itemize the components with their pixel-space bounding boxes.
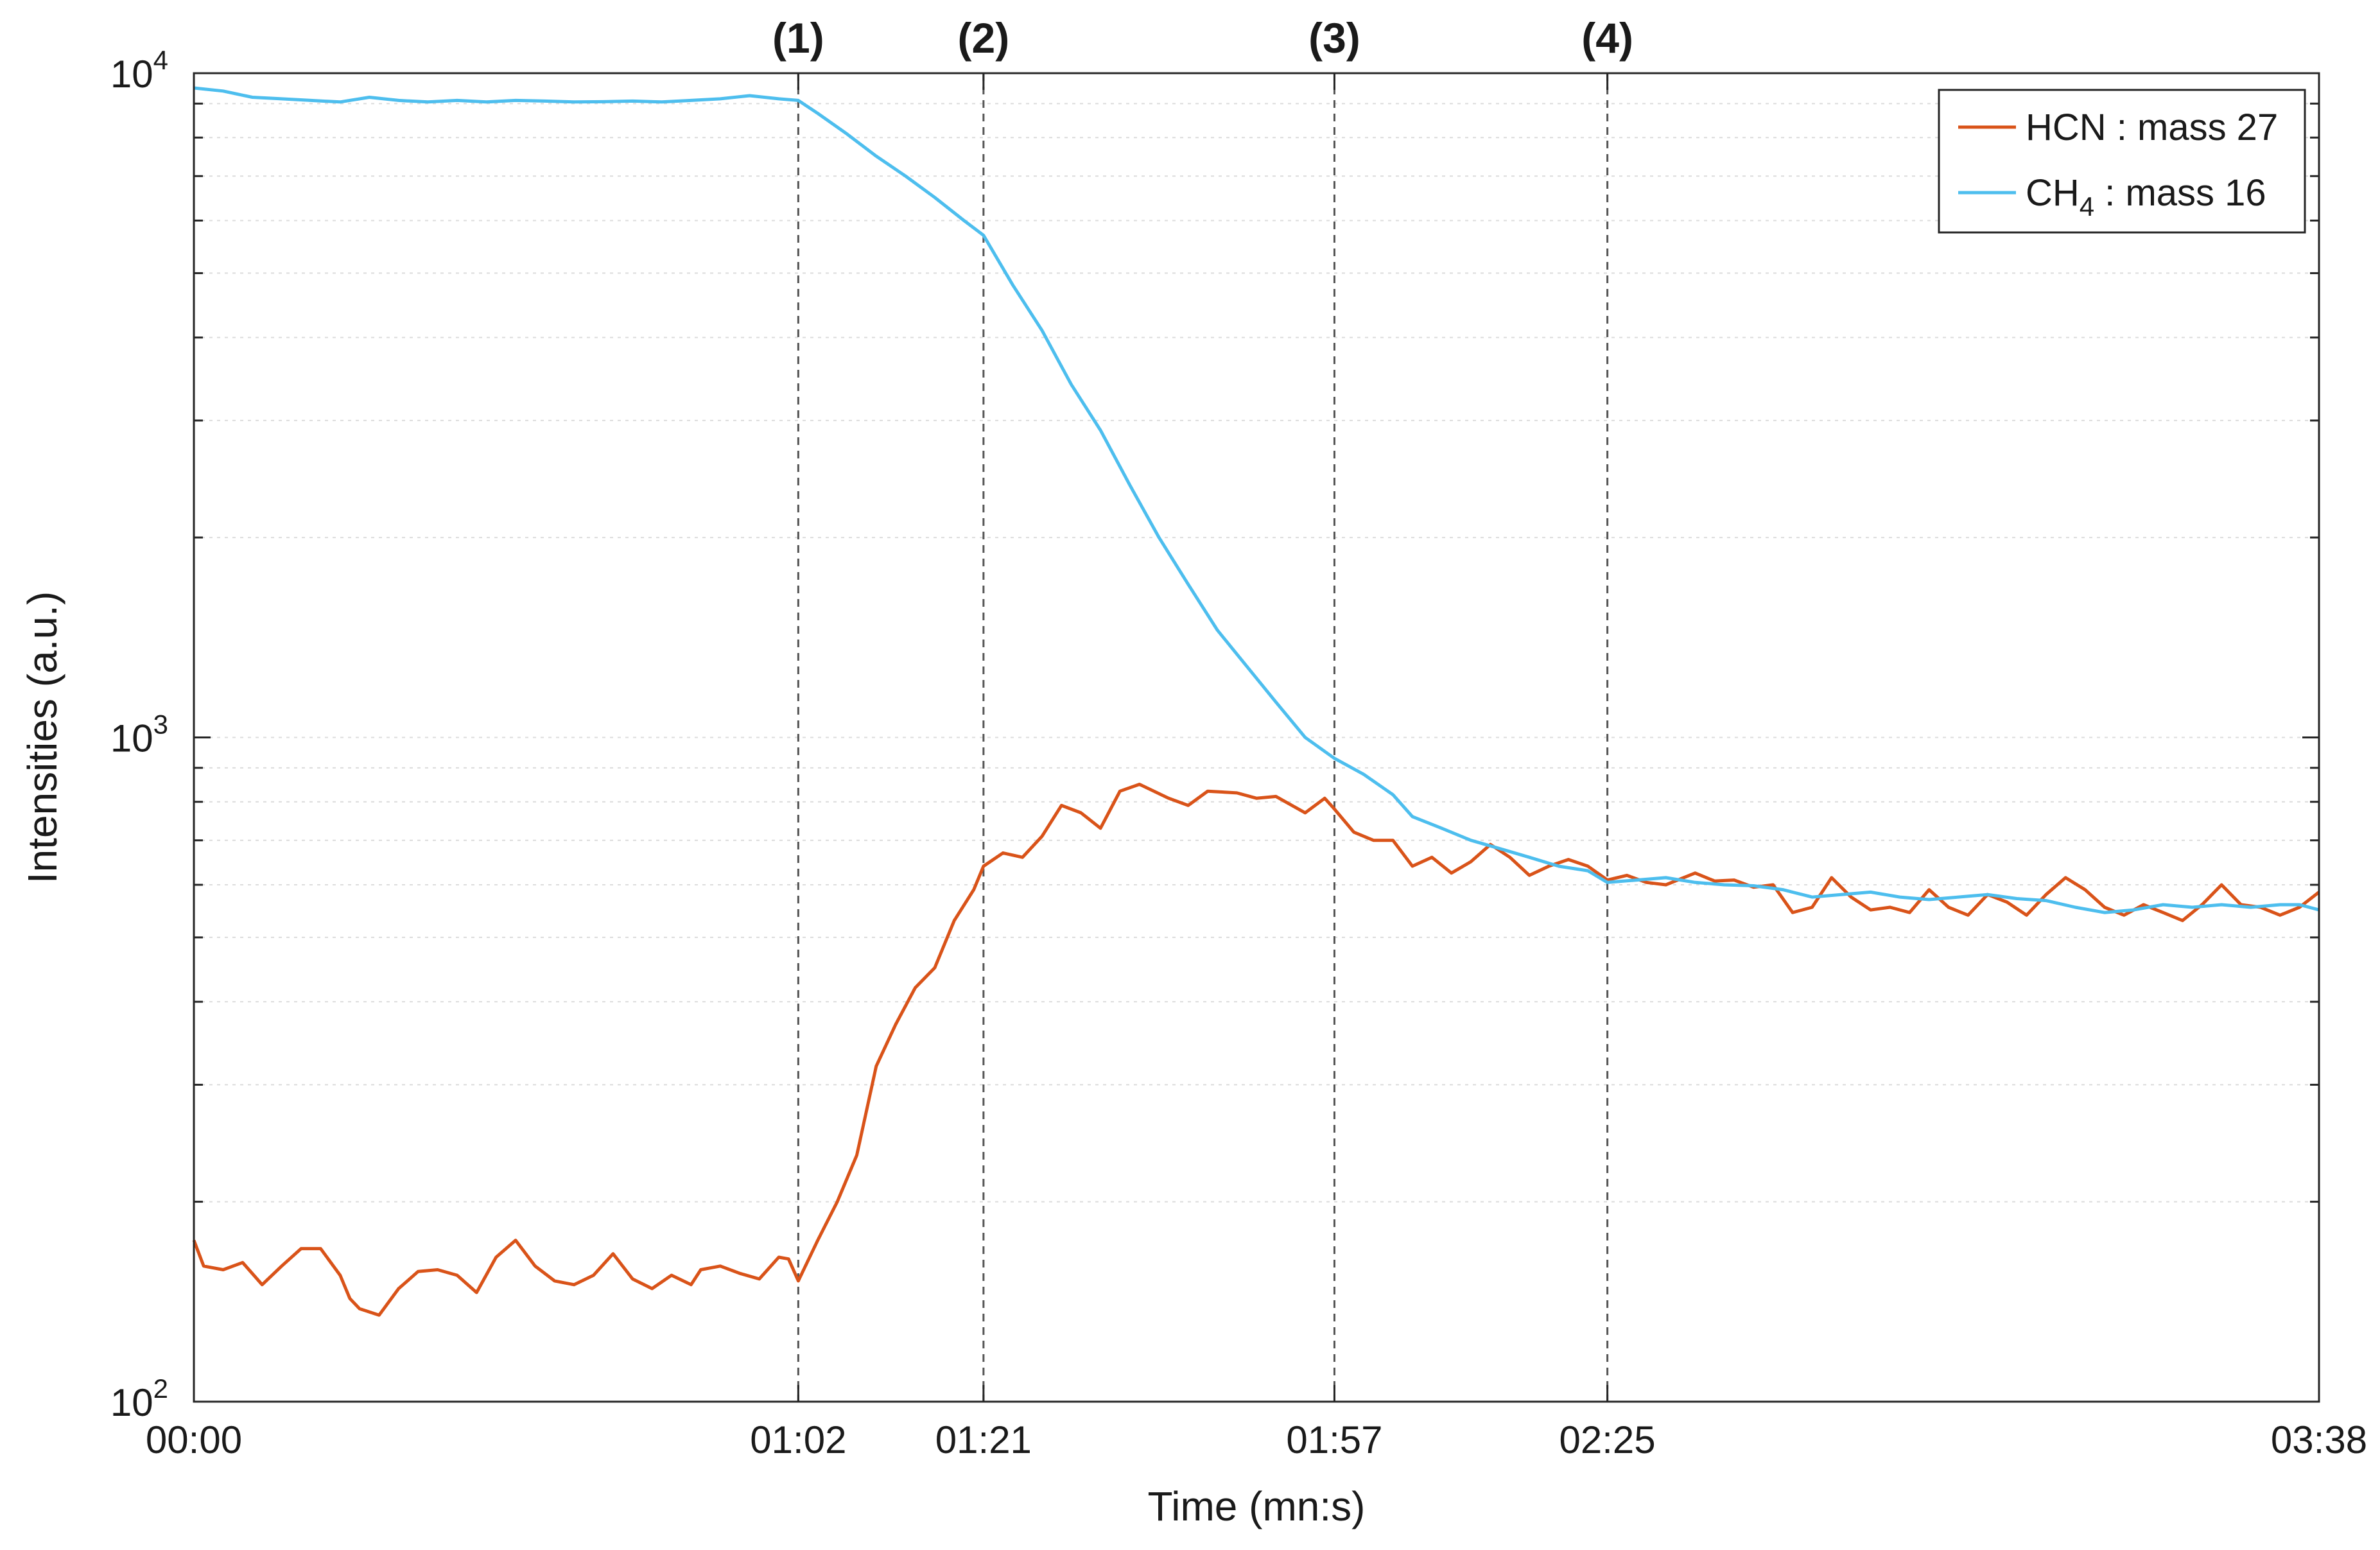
y-tick-label: 104 [110,45,168,96]
axis-labels: 102 103 104 00:00 01:02 01:21 01:57 02:25 03:38 [110,45,2367,1461]
event-label: (4) [1581,14,1633,62]
x-tick-label: 01:02 [750,1418,846,1461]
legend-box [1938,89,2306,234]
y-tick-label: 102 [110,1373,168,1424]
y-axis-title: Intensities (a.u.) [19,591,65,884]
x-axis-title: Time (mn:s) [1148,1483,1366,1529]
event-label: (1) [772,14,824,62]
legend: HCN : mass 27 CH4 : mass 16 [1938,89,2306,234]
x-tick-label: 01:21 [935,1418,1032,1461]
x-tick-label: 03:38 [2271,1418,2367,1461]
x-tick-label: 01:57 [1286,1418,1382,1461]
series-lines [192,86,2320,1317]
axis-ticks [193,73,2320,1402]
x-tick-label: 02:25 [1559,1418,1656,1461]
legend-label: HCN : mass 27 [2026,107,2278,148]
series-line [192,783,2320,1317]
series-line [193,86,2320,914]
x-tick-label: 00:00 [146,1418,242,1461]
legend-label: CH4 : mass 16 [2026,172,2266,222]
event-label: (3) [1308,14,1360,62]
event-markers: (1) (2) (3) (4) [772,14,1633,1402]
event-label: (2) [958,14,1010,62]
y-tick-label: 103 [110,710,168,760]
